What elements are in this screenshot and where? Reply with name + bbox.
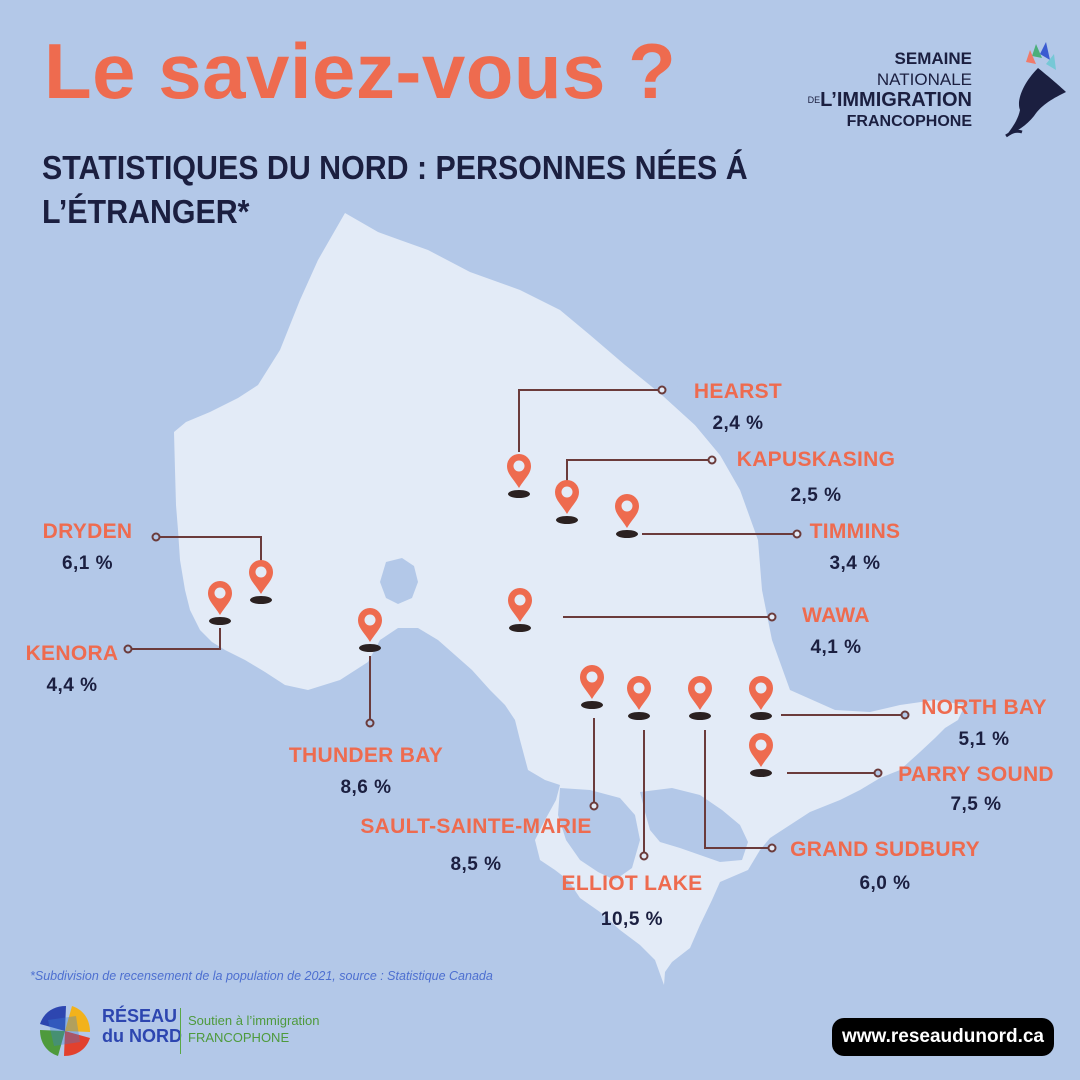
connector-lines — [123, 385, 910, 861]
city-value: 8,5 % — [450, 854, 502, 875]
connector-dot-hearst — [657, 385, 667, 395]
connector-dot-kenora — [123, 644, 133, 654]
reseau-du-nord-logo: RÉSEAU du NORD Soutien à l’immigration F… — [36, 1000, 336, 1066]
connector-dot-thunder-bay — [365, 718, 375, 728]
connector-dryden — [156, 536, 262, 563]
headline: Le saviez-vous ? — [44, 27, 677, 115]
city-value: 10,5 % — [600, 909, 664, 930]
city-label-elliot-lake: ELLIOT LAKE 10,5 % — [548, 872, 716, 932]
map-pin-icon — [249, 560, 273, 604]
city-name: HEARST — [693, 380, 783, 403]
city-name: GRAND SUDBURY — [790, 838, 980, 861]
map-pins — [208, 454, 773, 777]
connector-dot-timmins — [792, 529, 802, 539]
reseau-name: RÉSEAU du NORD — [102, 1006, 182, 1046]
city-label-hearst: HEARST 2,4 % — [672, 380, 804, 436]
semaine-logo-word-rest: NATIONALE — [876, 70, 972, 89]
city-value: 5,1 % — [958, 729, 1010, 750]
semaine-logo-line3: FRANCOPHONE — [846, 113, 972, 131]
city-name: SAULT-SAINTE-MARIE — [360, 815, 592, 838]
city-value: 3,4 % — [829, 553, 881, 574]
map-pin-icon — [749, 676, 773, 720]
city-name: ELLIOT LAKE — [561, 872, 703, 895]
city-name: TIMMINS — [809, 520, 901, 543]
reseau-pinwheel-icon — [40, 1006, 90, 1056]
semaine-logo-word: SEMAINE — [894, 49, 972, 68]
ontario-landmass — [174, 213, 965, 985]
map-pin-icon — [507, 454, 531, 498]
connector-dot-elliot-lake — [639, 851, 649, 861]
city-name: PARRY SOUND — [898, 763, 1054, 786]
connector-kapuskasing — [566, 459, 712, 482]
city-value: 8,6 % — [340, 777, 392, 798]
semaine-logo-de: DE — [807, 95, 821, 106]
dove-emblem-icon — [1005, 42, 1066, 138]
city-value: 6,0 % — [859, 873, 911, 894]
connector-dot-wawa — [767, 612, 777, 622]
city-label-parry-sound: PARRY SOUND 7,5 % — [886, 763, 1066, 817]
tagline-line1: Soutien à l’immigration — [188, 1013, 320, 1028]
map-pin-icon — [580, 665, 604, 709]
city-name: KAPUSKASING — [736, 448, 896, 471]
city-label-thunder-bay: THUNDER BAY 8,6 % — [276, 744, 456, 800]
reseau-tagline: Soutien à l’immigration FRANCOPHONE — [188, 1012, 320, 1046]
map-pin-icon — [508, 588, 532, 632]
city-value: 2,5 % — [790, 485, 842, 506]
city-name: KENORA — [25, 642, 119, 665]
tagline-line2: FRANCOPHONE — [188, 1030, 290, 1045]
map-pin-icon — [749, 733, 773, 777]
connector-dot-dryden — [151, 532, 161, 542]
city-label-sault-sainte-marie: SAULT-SAINTE-MARIE 8,5 % — [344, 815, 608, 877]
city-value: 7,5 % — [950, 794, 1002, 815]
source-footnote: *Subdivision de recensement de la popula… — [30, 969, 493, 983]
semaine-nationale-logo: SEMAINE NATIONALE DEL’IMMIGRATION FRANCO… — [798, 40, 1068, 140]
city-label-north-bay: NORTH BAY 5,1 % — [910, 696, 1058, 752]
city-name: WAWA — [802, 604, 870, 627]
connector-sudbury — [704, 730, 772, 849]
connector-dot-north-bay — [900, 710, 910, 720]
connector-dot-parry-sound — [873, 768, 883, 778]
reseau-name-line1: RÉSEAU — [102, 1006, 178, 1026]
city-value: 4,1 % — [810, 637, 862, 658]
logo-divider — [180, 1008, 181, 1054]
city-name: THUNDER BAY — [288, 744, 444, 767]
semaine-logo-immigration: L’IMMIGRATION — [820, 89, 972, 111]
reseau-name-line2: du NORD — [102, 1026, 182, 1046]
map-pin-icon — [688, 676, 712, 720]
city-label-kapuskasing: KAPUSKASING 2,5 % — [724, 448, 908, 508]
georgian-bay — [640, 788, 748, 862]
map-pin-icon — [358, 608, 382, 652]
city-value: 4,4 % — [46, 675, 98, 696]
city-value: 6,1 % — [61, 553, 114, 574]
semaine-logo-line2: DEL’IMMIGRATION — [798, 90, 972, 111]
city-value: 2,4 % — [712, 413, 764, 434]
james-bay — [662, 380, 742, 470]
city-label-grand-sudbury: GRAND SUDBURY 6,0 % — [780, 838, 990, 896]
city-label-dryden: DRYDEN 6,1 % — [30, 520, 145, 576]
connector-dot-kapuskasing — [707, 455, 717, 465]
map-pin-icon — [615, 494, 639, 538]
city-label-wawa: WAWA 4,1 % — [786, 604, 886, 660]
map-pin-icon — [627, 676, 651, 720]
city-name: NORTH BAY — [921, 696, 1047, 719]
city-name: DRYDEN — [42, 520, 133, 543]
lake-huron — [558, 788, 640, 880]
connector-hearst — [518, 389, 662, 452]
connector-dot-sudbury — [767, 843, 777, 853]
city-label-kenora: KENORA 4,4 % — [18, 642, 126, 698]
map-pin-icon — [555, 480, 579, 524]
connector-kenora — [128, 628, 221, 650]
page-subtitle: STATISTIQUES DU NORD : PERSONNES NÉES Á … — [42, 149, 748, 230]
connector-dot-sault — [589, 801, 599, 811]
semaine-logo-text: SEMAINE NATIONALE DEL’IMMIGRATION FRANCO… — [798, 48, 972, 132]
map-pin-icon — [208, 581, 232, 625]
website-url-badge[interactable]: www.reseaudunord.ca — [831, 1018, 1054, 1056]
city-label-timmins: TIMMINS 3,4 % — [800, 520, 910, 576]
lake-nipigon — [380, 558, 418, 604]
semaine-logo-line1: SEMAINE NATIONALE — [798, 48, 972, 90]
